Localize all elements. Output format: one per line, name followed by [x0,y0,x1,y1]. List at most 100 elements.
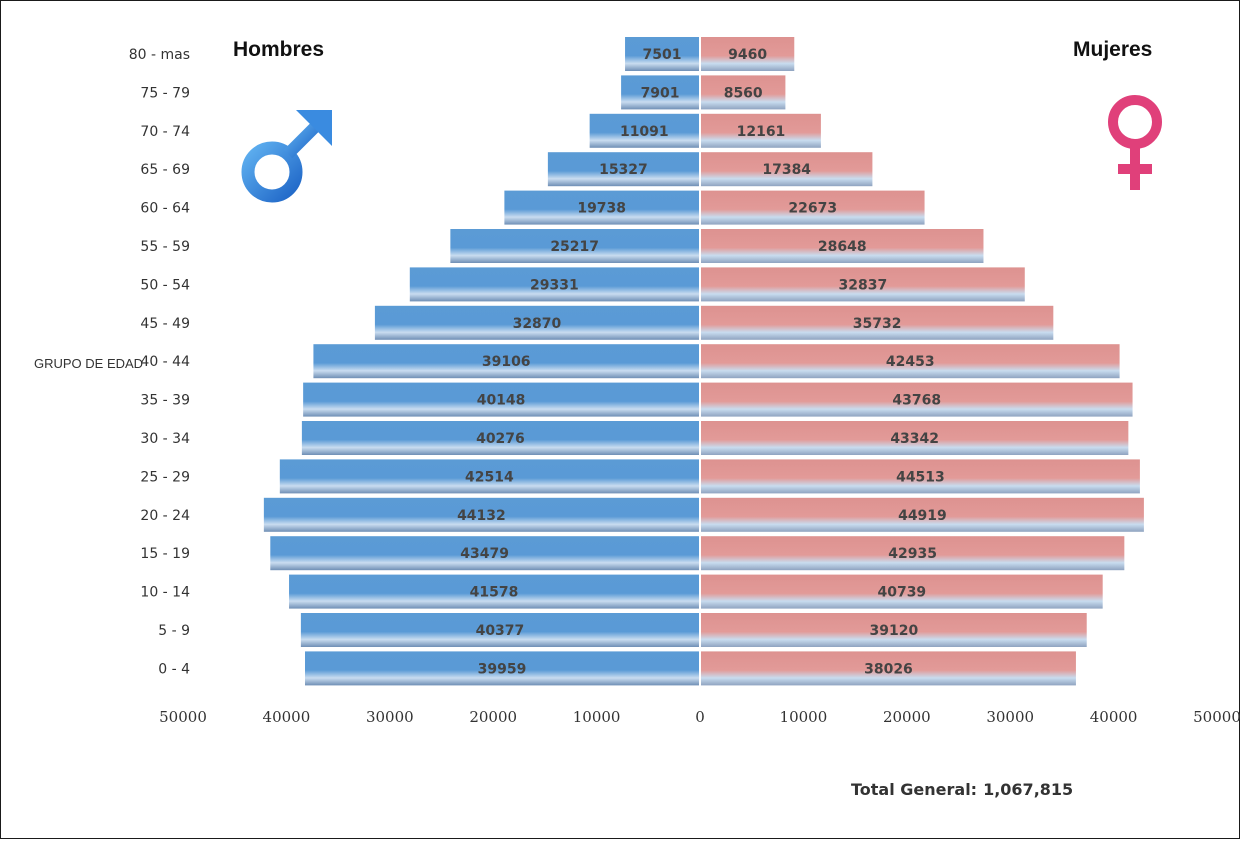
male-bar [625,37,699,71]
y-axis-label: GRUPO DE EDAD [34,356,143,371]
bars-layer [263,37,1144,686]
male-value-label: 41578 [470,585,519,601]
male-bar [589,113,699,148]
male-title: Hombres [233,38,325,61]
male-bar [301,421,699,455]
category-label: 75 - 79 [140,85,190,101]
female-value-label: 8560 [724,85,763,101]
male-bar [409,267,699,302]
male-bar [279,459,699,494]
x-tick-label: 40000 [1090,708,1138,726]
male-bar [621,75,699,110]
female-value-label: 40739 [877,585,926,601]
female-value-label: 38026 [864,661,913,677]
female-bar [701,497,1144,532]
category-label: 5 - 9 [158,623,190,639]
x-tick-label: 10000 [780,708,828,726]
male-value-label: 39959 [478,661,527,677]
female-value-label: 35732 [853,316,902,332]
category-label: 20 - 24 [140,508,190,524]
x-tick-label: 30000 [366,708,414,726]
category-label: 60 - 64 [140,201,190,217]
male-bar [300,613,699,647]
female-value-label: 43342 [890,431,939,447]
labels-layer: 80 - mas 7501 9460 75 - 79 7901 8560 70 - 74 11… [129,47,1241,726]
total-value: 1,067,815 [983,780,1074,799]
category-label: 65 - 69 [140,162,190,178]
female-value-label: 42453 [886,354,935,370]
male-bar [504,190,699,225]
female-bar [701,536,1125,571]
x-tick-label: 50000 [1193,708,1241,726]
category-label: 15 - 19 [140,546,190,562]
female-bar [701,613,1087,647]
female-value-label: 39120 [870,623,919,639]
female-bar [701,459,1140,494]
category-label: 50 - 54 [140,277,190,293]
female-bar [701,421,1129,455]
male-bar [305,651,699,686]
female-bar [701,574,1103,609]
category-label: 80 - mas [129,47,190,63]
female-bar [701,37,795,71]
x-tick-label: 0 [695,708,705,726]
male-bar [313,344,699,379]
category-label: 40 - 44 [140,354,190,370]
female-value-label: 28648 [818,239,867,255]
female-bar [701,190,925,225]
male-value-label: 40276 [476,431,525,447]
male-bar [547,152,699,187]
female-value-label: 44513 [896,469,945,485]
female-bar [701,305,1054,340]
x-tick-label: 50000 [159,708,207,726]
male-value-label: 42514 [465,469,514,485]
category-label: 25 - 29 [140,469,190,485]
female-value-label: 42935 [888,546,937,562]
male-value-label: 19738 [577,201,626,217]
male-value-label: 11091 [620,124,669,140]
female-value-label: 9460 [728,47,767,63]
male-value-label: 29331 [530,277,579,293]
x-tick-label: 40000 [263,708,311,726]
total-label: Total General: [851,780,978,799]
male-bar [374,305,699,340]
category-label: 45 - 49 [140,316,190,332]
female-value-label: 17384 [762,162,811,178]
male-value-label: 39106 [482,354,531,370]
male-value-label: 40148 [477,393,526,409]
male-value-label: 15327 [599,162,648,178]
x-tick-label: 30000 [986,708,1034,726]
female-bar [701,651,1076,686]
category-label: 0 - 4 [158,661,190,677]
male-value-label: 25217 [550,239,599,255]
female-symbol-icon [1108,95,1162,190]
category-label: 10 - 14 [140,585,190,601]
male-bar [270,536,699,571]
female-value-label: 32837 [839,277,888,293]
x-tick-label: 10000 [573,708,621,726]
male-symbol-icon [241,110,332,203]
male-bar [303,382,699,417]
female-value-label: 44919 [898,508,947,524]
female-title: Mujeres [1073,38,1153,61]
total-general: Total General: 1,067,815 [851,780,1073,799]
category-label: 55 - 59 [140,239,190,255]
x-tick-label: 20000 [883,708,931,726]
category-label: 30 - 34 [140,431,190,447]
female-value-label: 12161 [737,124,786,140]
female-bar [701,152,873,187]
male-value-label: 7901 [641,85,680,101]
category-label: 35 - 39 [140,393,190,409]
male-value-label: 44132 [457,508,506,524]
x-tick-label: 20000 [469,708,517,726]
female-bar [701,382,1133,417]
female-bar [701,344,1120,379]
category-label: 70 - 74 [140,124,190,140]
male-bar [289,574,699,609]
male-value-label: 7501 [643,47,682,63]
male-value-label: 43479 [460,546,509,562]
female-value-label: 43768 [892,393,941,409]
male-bar [450,229,699,263]
female-bar [701,229,984,263]
